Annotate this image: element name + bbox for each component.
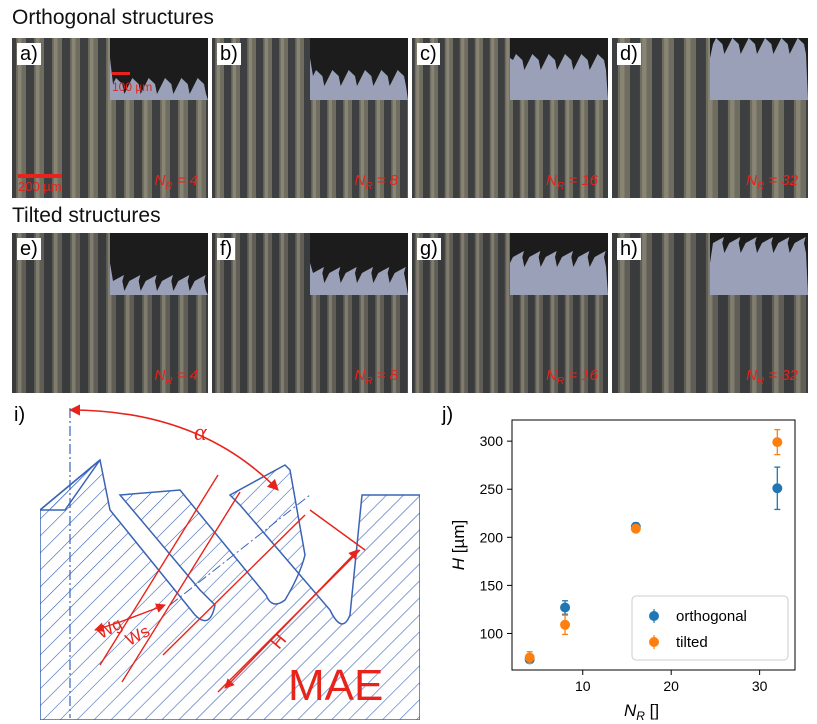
micrograph-image [412, 233, 608, 393]
scale-bar [18, 174, 62, 178]
micrograph-image [12, 233, 208, 393]
lamella-schematic: α Wg Ws H MAE [40, 404, 420, 720]
inset-scale-label: 100 µm [112, 80, 153, 94]
x-tick-label: 20 [663, 678, 679, 694]
y-tick-label: 200 [480, 529, 504, 545]
x-tick-label: 10 [575, 678, 591, 694]
nr-value: NR = 16 [546, 367, 598, 387]
diagram-label: i) [14, 404, 26, 426]
ws-dimension [119, 603, 166, 623]
panel-label: d) [617, 43, 641, 65]
alpha-symbol: α [194, 420, 207, 446]
data-point-tilted [560, 619, 571, 630]
micrograph-panel-f: f) NR = 8 [212, 233, 408, 393]
plot-frame [511, 419, 796, 671]
data-point-tilted [772, 437, 783, 448]
micrograph-panel-e: e) NR = 4 [12, 233, 208, 393]
panel-label: e) [17, 238, 41, 260]
micrograph-panel-a: a) NR = 4 100 µm 200 µm [12, 38, 208, 198]
micrograph-image [412, 38, 608, 198]
mae-label: MAE [288, 661, 383, 710]
micrograph-image [12, 38, 208, 198]
micrograph-image [612, 233, 808, 393]
nr-value: NR = 4 [154, 367, 198, 387]
x-axis-label: NR [] [624, 701, 659, 722]
micrograph-image [212, 38, 408, 198]
panel-label: c) [417, 43, 440, 65]
data-point-tilted [524, 652, 535, 663]
micrograph-panel-h: h) NR = 32 [612, 233, 808, 393]
panel-label: b) [217, 43, 241, 65]
panel-label: a) [17, 43, 41, 65]
micrograph-panel-b: b) NR = 8 [212, 38, 408, 198]
micrograph-panel-c: c) NR = 16 [412, 38, 608, 198]
groove-centerline [169, 494, 311, 606]
y-tick-label: 250 [480, 481, 504, 497]
x-tick-label: 30 [752, 678, 768, 694]
nr-value: NR = 32 [746, 367, 798, 387]
heading-orthogonal: Orthogonal structures [12, 6, 214, 29]
height-vs-nr-chart: 10 20 30 100 150 200 250 300 NR [] H [µm] orthogon… [449, 419, 796, 722]
nr-value: NR = 32 [746, 172, 798, 192]
nr-value: NR = 4 [154, 172, 198, 192]
panel-label: g) [417, 238, 441, 260]
y-tick-label: 100 [480, 625, 504, 641]
alpha-arc [68, 404, 279, 491]
inset-scale-bar [112, 72, 130, 75]
y-tick-label: 150 [480, 577, 504, 593]
nr-value: NR = 16 [546, 172, 598, 192]
heading-tilted: Tilted structures [12, 204, 161, 227]
h-dimension [224, 549, 359, 689]
micrograph-panel-d: d) NR = 32 [612, 38, 808, 198]
y-tick-label: 300 [480, 433, 504, 449]
chart-label: j) [442, 404, 454, 426]
y-axis-label: H [µm] [449, 520, 468, 570]
data-point-tilted [630, 523, 641, 534]
nr-value: NR = 8 [354, 367, 398, 387]
scale-bar-label: 200 µm [18, 179, 62, 194]
legend-box [631, 595, 789, 661]
micrograph-panel-g: g) NR = 16 [412, 233, 608, 393]
data-point-orthogonal [560, 602, 571, 613]
micrograph-image [612, 38, 808, 198]
legend-entry: orthogonal [676, 608, 747, 625]
panel-label: h) [617, 238, 641, 260]
legend-entry: tilted [676, 634, 708, 651]
nr-value: NR = 8 [354, 172, 398, 192]
micrograph-image [212, 233, 408, 393]
wg-dimension [94, 621, 121, 632]
data-point-orthogonal [772, 483, 783, 494]
panel-label: f) [217, 238, 236, 260]
